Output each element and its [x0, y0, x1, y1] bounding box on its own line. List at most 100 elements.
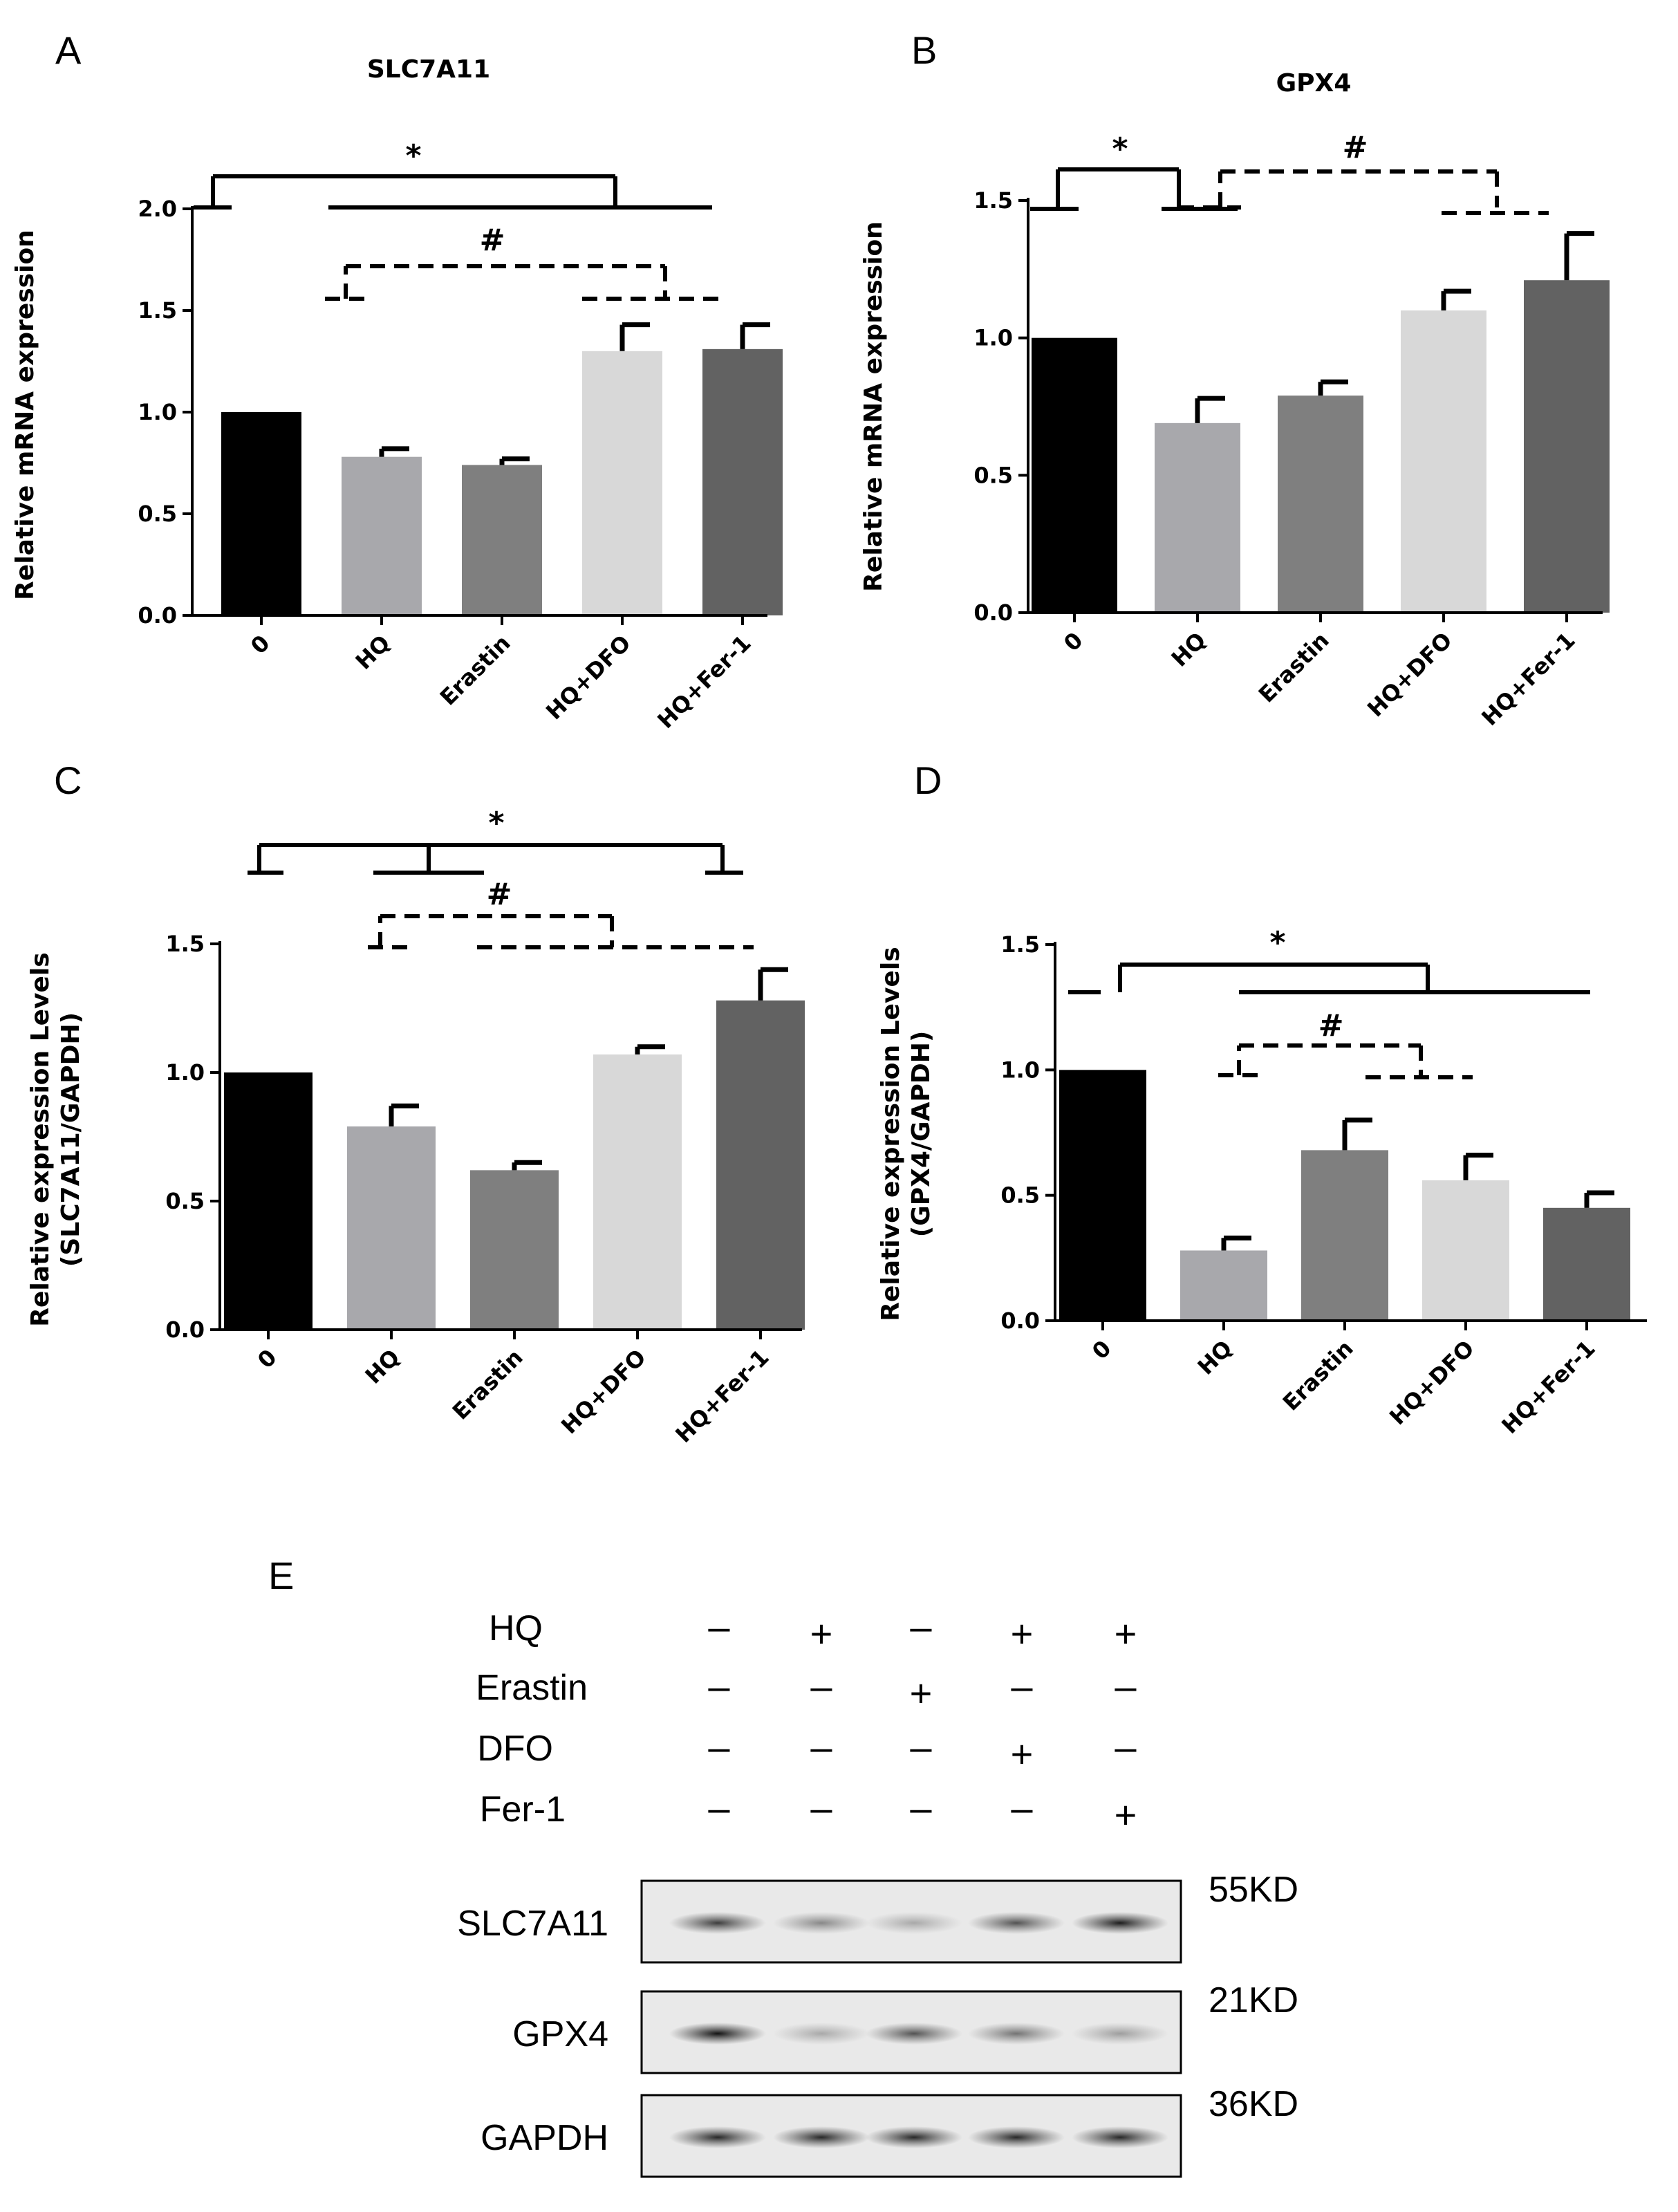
protein-label: SLC7A11 [457, 1904, 608, 1944]
protein-label: GPX4 [512, 2014, 608, 2054]
bar-hq [342, 456, 422, 615]
blot-band [773, 2023, 870, 2045]
treatment-label: Fer-1 [480, 1790, 566, 1830]
panel-letter-d: D [914, 759, 942, 802]
bar-hq [347, 1126, 436, 1330]
blot-band [773, 1912, 870, 1934]
y-tick-label: 1.0 [1000, 1057, 1040, 1083]
y-tick-label: 0.5 [1000, 1182, 1040, 1209]
plus-sign: + [1011, 1732, 1034, 1776]
y-tick-label: 2.0 [138, 196, 177, 222]
x-tick-label: Erastin [1278, 1335, 1359, 1416]
y-axis-label-line1: Relative expression Levels [26, 952, 55, 1326]
minus-sign: – [708, 1786, 730, 1830]
minus-sign: – [1011, 1664, 1033, 1708]
chart-title: GPX4 [1276, 69, 1352, 97]
significance-a: *# [194, 138, 719, 301]
bar-erastin [462, 465, 542, 615]
minus-sign: – [1011, 1786, 1033, 1830]
minus-sign: – [910, 1605, 932, 1648]
x-tick-label: Erastin [435, 630, 516, 711]
x-tick-label: HQ+Fer-1 [670, 1344, 774, 1448]
panel-letter-c: C [54, 759, 82, 802]
bar-erastin [470, 1170, 559, 1330]
y-tick-label: 1.0 [138, 399, 177, 425]
y-tick-label: 0.0 [165, 1317, 205, 1343]
y-tick-label: 0.5 [138, 501, 177, 527]
minus-sign: – [910, 1725, 932, 1769]
significance-hash: # [487, 877, 512, 912]
bar-hq-fer-1 [702, 348, 783, 615]
y-axis-label: Relative mRNA expression [11, 230, 39, 600]
y-axis-label-line2: (GPX4/GAPDH) [907, 1031, 935, 1238]
bar-hq-fer-1 [1524, 280, 1610, 613]
x-tick-label: HQ [1166, 627, 1211, 672]
bar-hq-fer-1 [1543, 1207, 1630, 1321]
blot-band [669, 2126, 766, 2148]
molecular-weight-label: 21KD [1209, 1980, 1298, 2020]
significance-hash: # [480, 223, 505, 258]
treatment-label: DFO [477, 1729, 553, 1769]
y-tick-label: 1.5 [973, 187, 1013, 214]
minus-sign: – [810, 1664, 832, 1708]
significance-star: * [488, 806, 504, 841]
minus-sign: – [1115, 1725, 1137, 1769]
chart-panel-a: A SLC7A11 Relative mRNA expression 0.0 0.5 1.… [11, 28, 783, 734]
minus-sign: – [810, 1725, 832, 1769]
plus-sign: + [1115, 1793, 1137, 1837]
plus-sign: + [1115, 1612, 1137, 1655]
significance-d: *# [1068, 925, 1590, 1079]
bar-hq-dfo [593, 1054, 682, 1330]
molecular-weight-label: 36KD [1209, 2084, 1298, 2124]
bar-hq-dfo [1422, 1180, 1509, 1321]
minus-sign: – [708, 1725, 730, 1769]
y-tick-label: 1.0 [165, 1059, 205, 1086]
x-tick-label: 0 [1087, 1335, 1117, 1365]
y-tick-label: 0.0 [138, 602, 177, 629]
x-tick-label: HQ [360, 1344, 405, 1389]
significance-b: * # [1030, 130, 1549, 215]
y-tick-label: 0.0 [1000, 1308, 1040, 1334]
plus-sign: + [810, 1612, 833, 1655]
blot-band [968, 2023, 1065, 2045]
y-tick-label: 1.5 [138, 297, 177, 324]
protein-label: GAPDH [481, 2118, 608, 2158]
y-axis-label: Relative expression Levels(GPX4/GAPDH) [877, 947, 935, 1321]
x-tick-label: HQ+Fer-1 [1476, 627, 1580, 731]
bar-0 [224, 1072, 313, 1330]
y-tick-label: 0.5 [165, 1188, 205, 1214]
minus-sign: – [708, 1605, 730, 1648]
bar-0 [1032, 337, 1117, 613]
x-tick-label: HQ [351, 630, 395, 675]
x-tick-label: HQ+DFO [541, 630, 635, 725]
significance-hash: # [1318, 1008, 1344, 1043]
bar-0 [1059, 1070, 1146, 1321]
y-axis-label-line1: Relative expression Levels [877, 947, 905, 1321]
minus-sign: – [708, 1664, 730, 1708]
chart-title: SLC7A11 [367, 55, 490, 84]
chart-panel-c: C Relative expression Levels(SLC7A11/GAPD… [26, 759, 805, 1448]
panel-letter-b: B [911, 28, 937, 72]
bar-hq [1155, 422, 1240, 613]
blot-band [968, 2126, 1065, 2148]
y-axis-label-line2: (SLC7A11/GAPDH) [57, 1012, 85, 1267]
blot-band [866, 1912, 962, 1934]
bar-hq-fer-1 [716, 1000, 805, 1330]
minus-sign: – [810, 1786, 832, 1830]
blot-band [669, 1912, 766, 1934]
bar-hq [1180, 1250, 1267, 1321]
blot-band [1072, 2023, 1168, 2045]
x-tick-label: HQ+Fer-1 [652, 630, 756, 734]
bar-0 [221, 412, 301, 615]
panel-letter-a: A [55, 28, 82, 72]
y-tick-label: 0.5 [973, 462, 1013, 488]
y-tick-label: 1.5 [165, 931, 205, 957]
molecular-weight-label: 55KD [1209, 1870, 1298, 1910]
significance-star: * [1112, 131, 1128, 167]
x-tick-label: HQ+Fer-1 [1496, 1335, 1600, 1439]
x-tick-label: HQ [1193, 1335, 1238, 1380]
x-tick-label: Erastin [447, 1344, 528, 1425]
y-tick-label: 0.0 [973, 600, 1013, 626]
bar-hq-dfo [582, 351, 662, 615]
